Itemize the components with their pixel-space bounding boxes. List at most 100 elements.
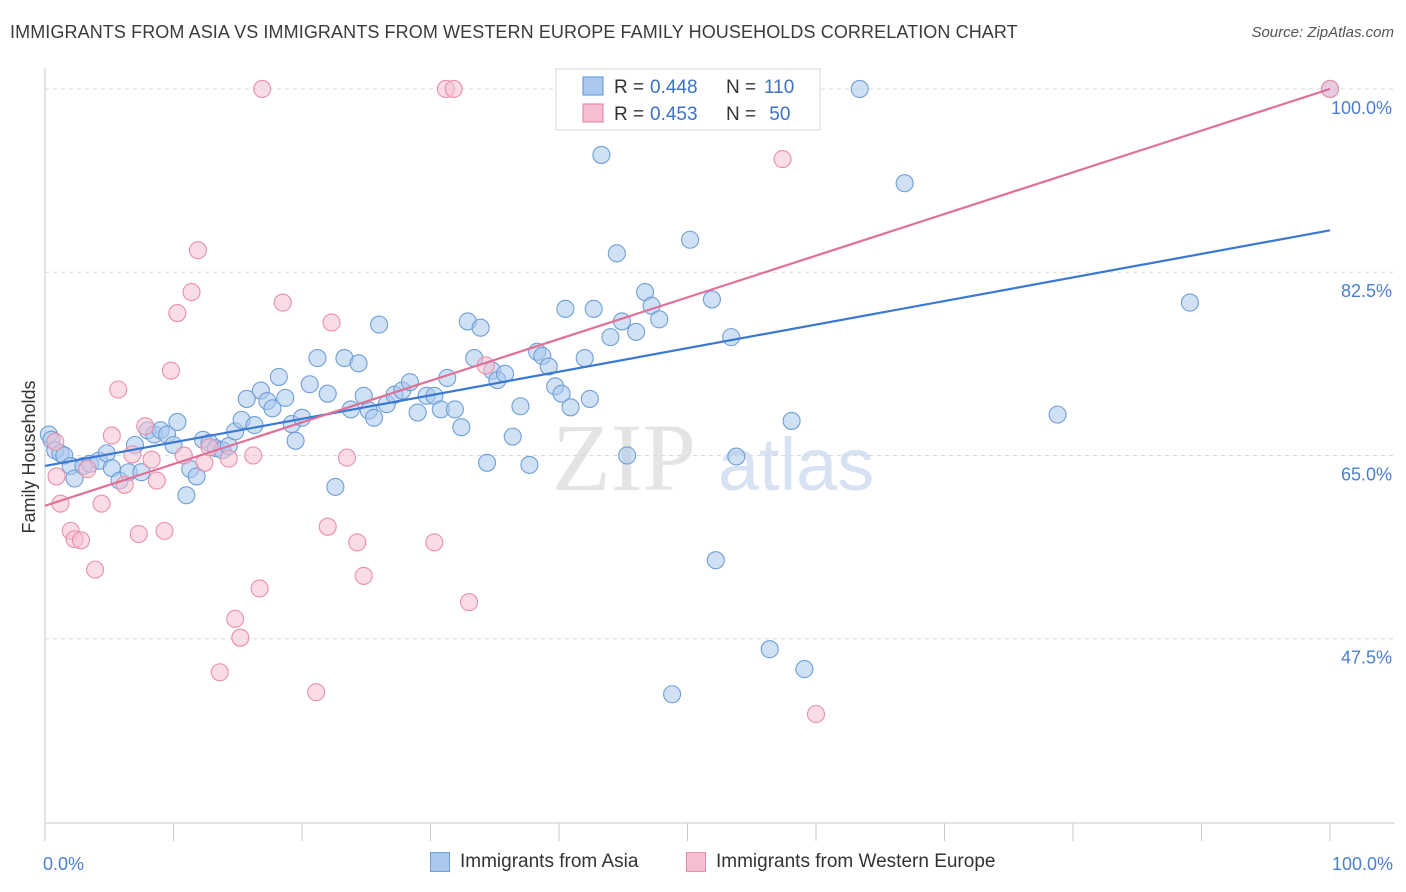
point-weurope [86,560,105,579]
point-weurope [354,566,373,585]
point-weurope [109,380,128,399]
y-tick-label: 47.5% [1341,648,1392,668]
point-asia [561,398,580,417]
point-asia [795,660,814,679]
legend-r-value-weurope: 0.453 [650,104,698,125]
legend-n-value-asia: 110 [764,77,794,98]
bottom-legend-label-asia: Immigrants from Asia [460,851,639,872]
legend-r-label-weurope: R = [614,104,649,125]
point-asia [452,418,471,437]
point-asia [286,431,305,450]
point-asia [601,328,620,347]
point-asia [552,384,571,403]
point-asia [370,315,389,334]
point-asia [702,290,721,309]
point-weurope [322,313,341,332]
point-asia [65,469,84,488]
point-weurope [78,460,97,479]
point-weurope [231,628,250,647]
point-asia [503,427,522,446]
bottom-legend-label-weurope: Immigrants from Western Europe [716,851,996,872]
chart-title: IMMIGRANTS FROM ASIA VS IMMIGRANTS FROM … [10,22,1018,42]
point-weurope [318,517,337,536]
point-asia [1180,293,1199,312]
point-asia [727,447,746,466]
point-asia [575,349,594,368]
point-weurope [244,446,263,465]
bottom-legend-item-asia: Immigrants from Asia [430,851,638,873]
point-weurope [92,494,111,513]
point-weurope [47,467,66,486]
point-asia [520,455,539,474]
point-asia [584,299,603,318]
legend-r-label-asia: R = [614,77,649,98]
point-asia [276,388,295,407]
point-asia [177,486,196,505]
watermark-atlas: atlas [718,423,874,506]
point-weurope [188,241,207,260]
point-asia [308,349,327,368]
point-asia [850,79,869,98]
point-asia [511,397,530,416]
point-asia [592,145,611,164]
point-weurope [71,531,91,550]
point-asia [681,230,700,249]
point-asia [477,453,497,472]
point-weurope [273,293,292,312]
legend-r-value-asia: 0.448 [650,77,698,98]
trend-line-asia [44,229,1331,468]
point-asia [237,389,256,408]
point-asia [618,446,637,465]
point-asia [471,318,490,337]
y-tick-labels: 47.5% 65.0% 82.5% 100.0% [1331,98,1392,668]
point-asia [168,412,187,432]
point-asia [650,310,669,329]
point-asia [782,411,801,430]
point-weurope [444,79,463,98]
x-tick-label: 0.0% [43,854,84,874]
trend-line-weurope [44,87,1331,507]
point-asia [1048,405,1067,424]
point-asia [607,244,626,263]
point-weurope [129,524,148,544]
point-weurope [136,417,155,436]
legend-n-label-weurope: N = [726,104,761,125]
bottom-legend-swatch-asia [430,852,450,872]
point-asia [556,299,575,318]
x-tick-label: 100.0% [1332,854,1393,874]
point-weurope [253,79,272,98]
point-weurope [250,579,269,598]
point-asia [187,467,206,486]
watermark: ZIP atlas [552,404,874,511]
point-weurope [147,471,166,490]
point-weurope [142,450,161,469]
point-weurope [307,683,326,702]
source-label: Source: ZipAtlas.com [1251,24,1394,41]
point-asia [445,400,464,419]
x-tick-labels: 0.0% 100.0% [43,854,1393,874]
point-weurope [168,303,187,323]
legend-swatch-weurope [582,103,604,123]
y-tick-label: 65.0% [1341,464,1392,484]
legend-box: R = 0.448 N = 110 R = 0.453 N = 50 [555,68,821,131]
point-asia [263,399,282,418]
point-asia [318,384,337,403]
point-weurope [425,533,444,552]
point-weurope [337,448,357,467]
point-asia [269,367,288,386]
y-tick-label: 100.0% [1331,98,1392,118]
y-tick-label: 82.5% [1341,281,1392,301]
point-weurope [182,283,201,302]
point-weurope [102,426,121,445]
bottom-legend-item-weurope: Immigrants from Western Europe [686,851,995,873]
legend-swatch-asia [582,76,604,96]
point-weurope [806,705,826,724]
point-asia [627,322,646,341]
point-asia [364,408,384,427]
point-asia [760,640,779,659]
point-weurope [161,361,180,380]
point-asia [300,375,319,394]
point-weurope [348,533,367,552]
point-weurope [226,609,245,628]
